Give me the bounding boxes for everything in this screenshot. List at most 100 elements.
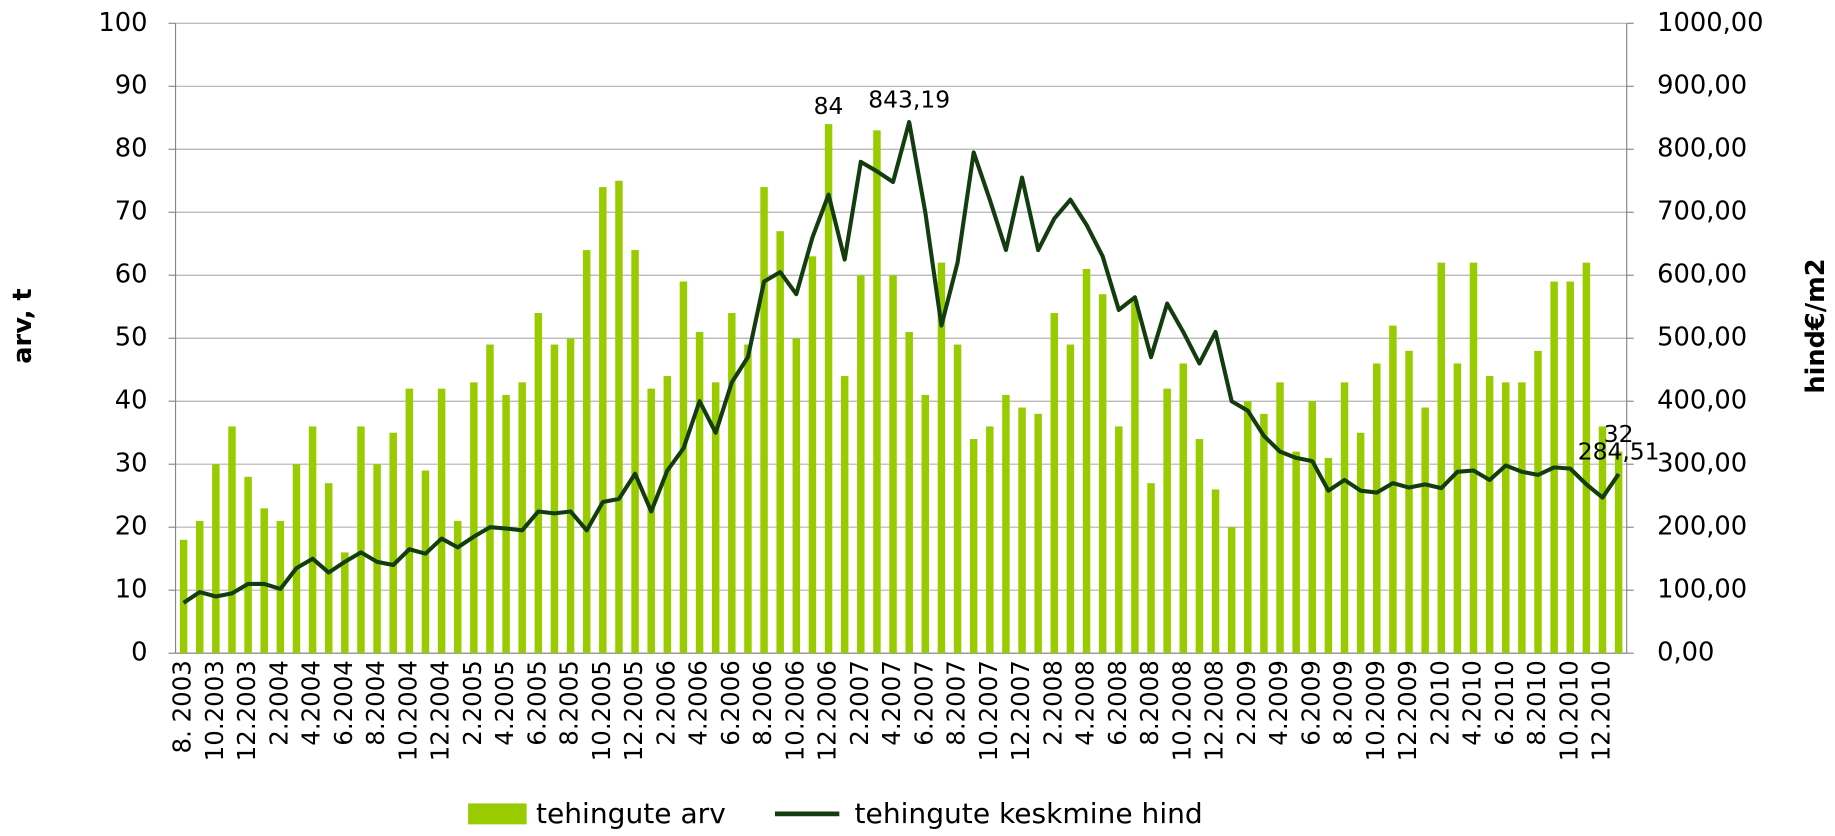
bar [1292,451,1300,654]
bar [1502,382,1510,654]
x-tick-label: 6.2004 [329,660,358,746]
x-tick-label: 2.2009 [1232,660,1261,746]
x-tick-label: 10.2005 [587,660,616,761]
x-tick-label: 2.2007 [845,660,874,746]
bar [373,464,381,654]
x-tick-label: 8.2007 [942,660,971,746]
x-tick-label: 8.2004 [361,660,390,746]
bar [1195,439,1204,654]
bar [437,388,446,654]
bar [1098,294,1107,654]
x-tick-label: 10.2008 [1167,660,1196,761]
bar [518,382,526,654]
bar [1485,376,1494,654]
bar [502,394,510,654]
x-tick-label: 2.2005 [458,660,487,746]
bar [986,426,994,654]
x-tick-label: 4.2009 [1264,660,1293,746]
bar [679,281,688,654]
bar [857,275,865,654]
bar [453,520,462,654]
x-tick-label: 4.2005 [490,660,519,746]
x-tick-label: 12.2008 [1199,660,1228,761]
x-tick-label: 2.2004 [264,660,293,746]
x-tick-label: 10.2010 [1554,660,1583,761]
bar [260,508,268,654]
bar [1260,413,1268,654]
bar-value-label: 32 [1604,420,1634,448]
x-tick-label: 12.2009 [1393,660,1422,761]
bar [1115,426,1123,654]
bar [1518,382,1526,654]
bar-value-label: 84 [814,92,844,120]
y2-tick-label: 500,00 [1657,323,1747,353]
x-tick-label: 12.2005 [619,660,648,761]
x-tick-label: 2.2010 [1425,660,1454,746]
bar [1437,262,1446,654]
bar [1308,401,1317,654]
x-tick-label: 8.2006 [748,660,777,746]
y-tick-label: 0 [131,638,147,668]
y-tick-label: 80 [115,134,148,164]
y-tick-label: 60 [115,260,148,290]
bar [1131,300,1139,654]
bar [1227,527,1236,654]
bar [534,313,543,654]
x-tick-label: 12.2004 [426,660,455,761]
bar [1582,262,1591,654]
bar [486,344,494,654]
y-tick-label: 70 [115,197,148,227]
x-tick-label: 6.2007 [909,660,938,746]
bar [1163,388,1171,654]
bar [405,388,414,654]
bar [1453,363,1462,654]
bar [324,483,333,654]
bar [792,338,801,654]
x-tick-label: 4.2008 [1070,660,1099,746]
bar [921,394,930,654]
y2-tick-label: 100,00 [1657,575,1747,605]
bar [1082,268,1091,654]
bar [631,250,639,654]
y2-tick-label: 1000,00 [1657,8,1763,38]
bar [1405,350,1413,654]
x-tick-label: 10.2006 [780,660,809,761]
x-tick-label: 12.2010 [1586,660,1615,761]
y-tick-label: 30 [115,449,148,479]
bar [760,187,768,654]
line-value-label: 284,51 [1578,438,1660,466]
x-tick-label: 4.2007 [877,660,906,746]
bar [1179,363,1188,654]
bar [470,382,478,654]
x-tick-label: 8.2009 [1328,660,1357,746]
bar [195,520,204,654]
bar [1534,350,1542,654]
x-tick-label: 8.2010 [1522,660,1551,746]
bar [212,464,220,654]
bar [1244,401,1252,654]
x-tick-label: 8.2005 [555,660,584,746]
bar [1050,313,1059,654]
bar [341,552,349,654]
bar [1276,382,1284,654]
bar [1211,489,1220,654]
y2-tick-label: 600,00 [1657,260,1747,290]
bar [905,331,913,654]
x-tick-label: 4.2004 [297,660,326,746]
x-tick-label: 10.2007 [974,660,1003,761]
bar [228,426,236,654]
bar [421,470,430,654]
bar [1340,382,1349,654]
y-tick-label: 10 [115,575,148,605]
bar [1389,325,1397,654]
bar [840,376,849,654]
bar [1356,432,1365,654]
bar [937,262,946,654]
bar [1598,426,1607,654]
x-tick-label: 8.2008 [1135,660,1164,746]
y2-tick-label: 0,00 [1657,638,1714,668]
y2-tick-label: 900,00 [1657,71,1747,101]
bar [1018,407,1026,654]
x-tick-label: 6.2009 [1296,660,1325,746]
y-axis-label: arv, t [8,288,38,363]
